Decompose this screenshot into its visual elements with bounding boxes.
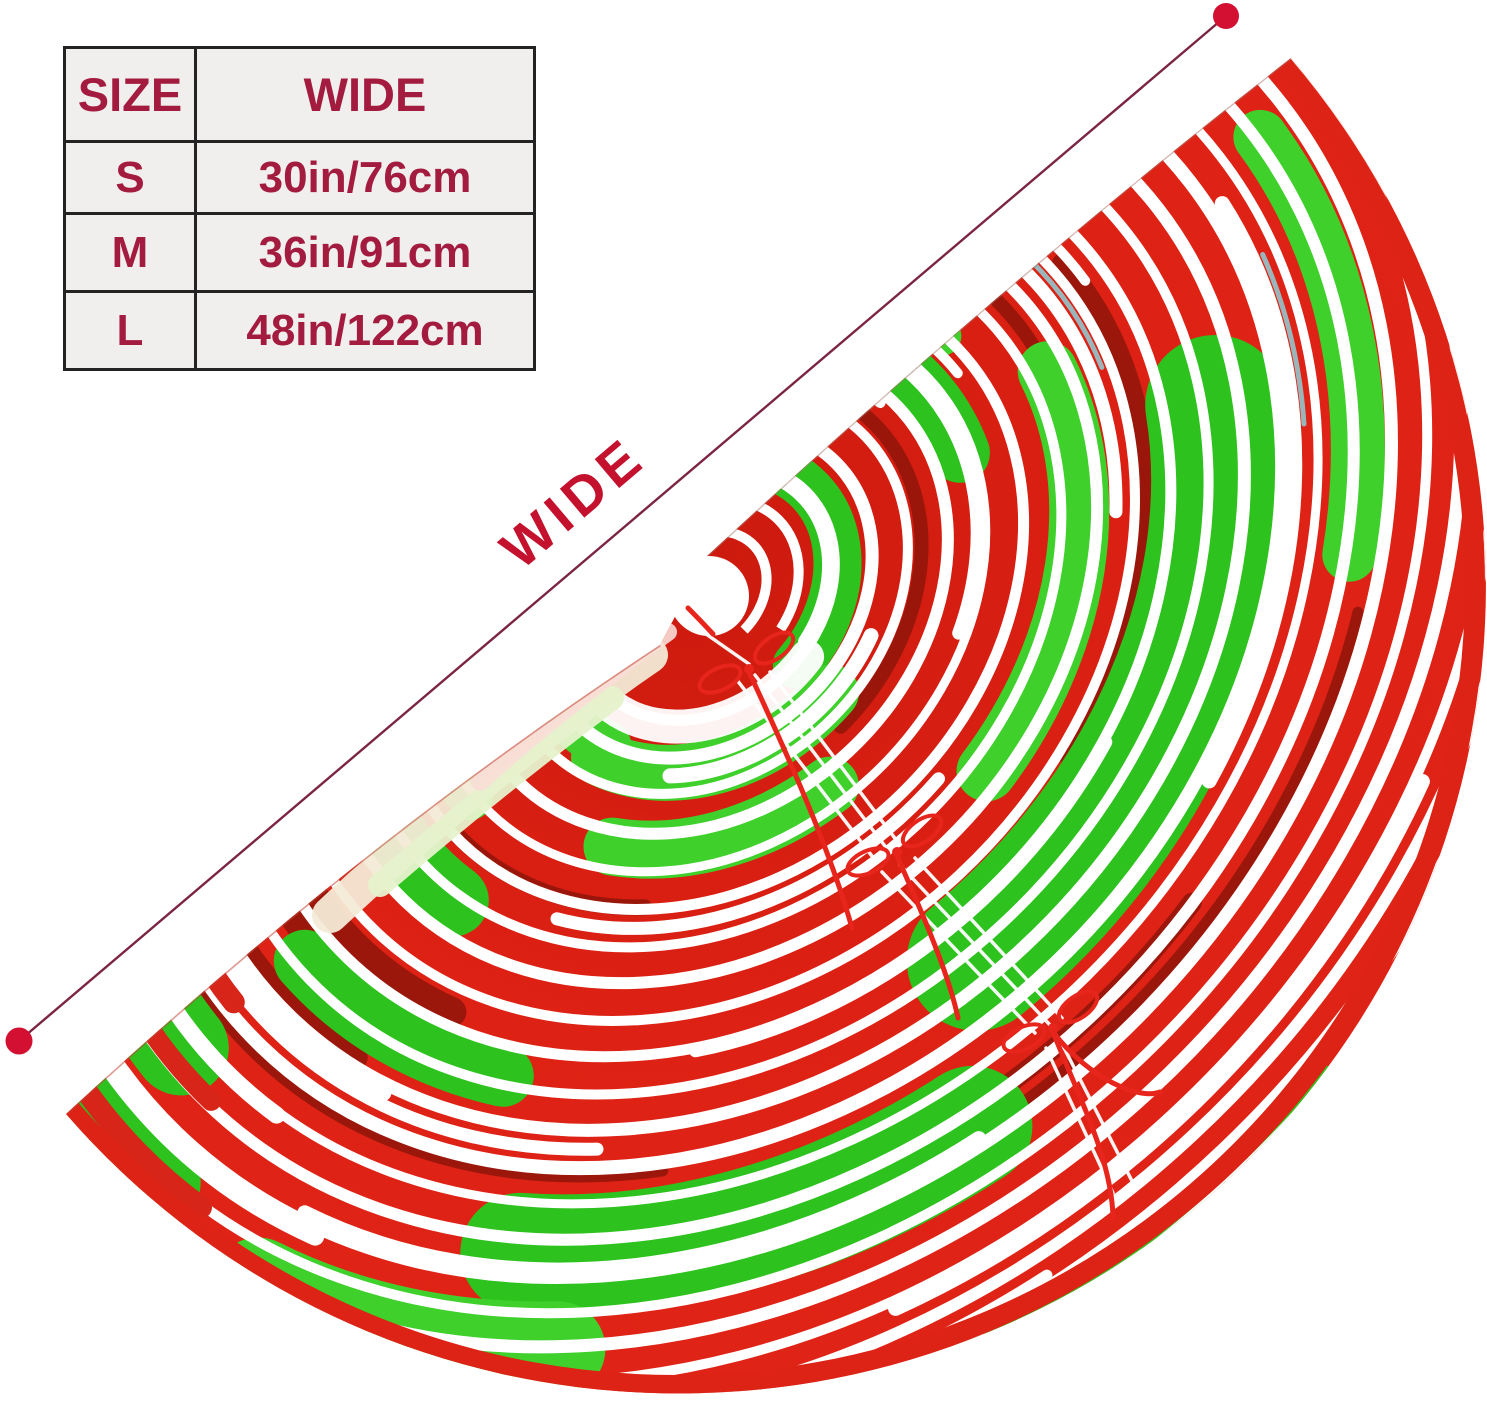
svg-text:WIDE: WIDE: [489, 425, 657, 581]
